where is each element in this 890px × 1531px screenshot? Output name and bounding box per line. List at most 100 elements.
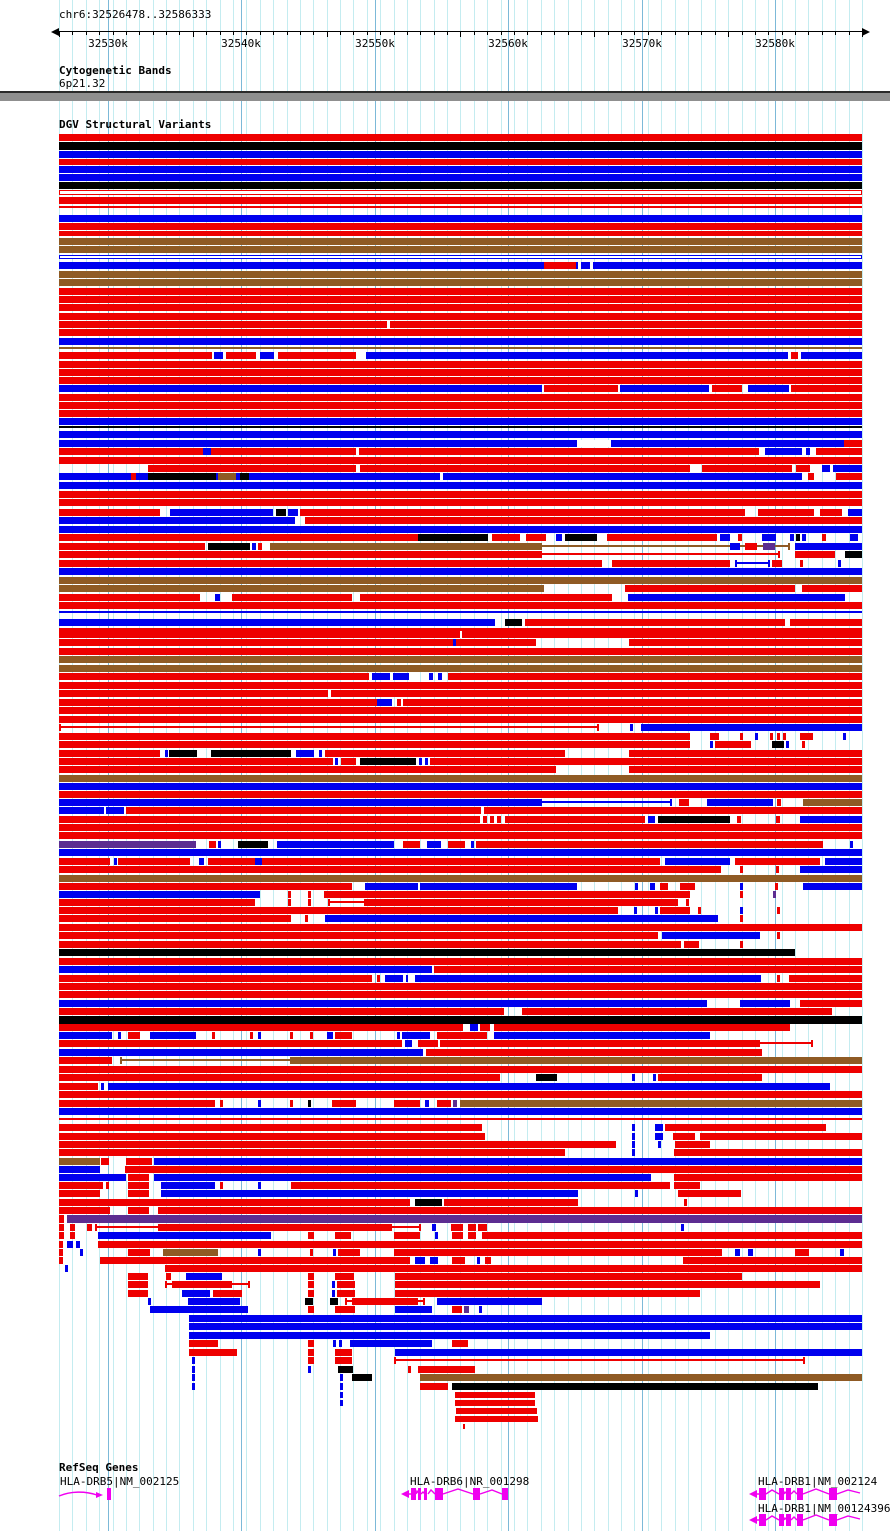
variant-bar[interactable]	[335, 1349, 352, 1356]
variant-bar[interactable]	[59, 1000, 707, 1007]
variant-bar[interactable]	[59, 262, 862, 269]
variant-bar[interactable]	[189, 1323, 862, 1330]
variant-bar[interactable]	[556, 534, 562, 541]
variant-bar[interactable]	[59, 1032, 112, 1039]
variant-bar[interactable]	[59, 1091, 862, 1098]
variant-bar[interactable]	[848, 509, 862, 516]
variant-bar[interactable]	[365, 883, 418, 890]
variant-bar[interactable]	[680, 883, 695, 890]
variant-bar[interactable]	[59, 991, 862, 998]
variant-bar[interactable]	[397, 699, 401, 706]
variant-bar[interactable]	[158, 1207, 862, 1214]
variant-bar[interactable]	[395, 1281, 820, 1288]
variant-bar[interactable]	[796, 534, 800, 541]
variant-bar[interactable]	[660, 883, 668, 890]
variant-bar[interactable]	[840, 1249, 844, 1256]
variant-bar[interactable]	[476, 841, 823, 848]
variant-bar[interactable]	[366, 352, 788, 359]
exon-block[interactable]	[829, 1514, 837, 1526]
variant-bar[interactable]	[735, 858, 820, 865]
variant-bar[interactable]	[59, 509, 160, 516]
variant-bar[interactable]	[494, 1032, 710, 1039]
exon-block[interactable]	[473, 1488, 480, 1500]
variant-bar[interactable]	[325, 915, 718, 922]
variant-bar-outline[interactable]	[59, 190, 862, 195]
variant-bar[interactable]	[772, 560, 782, 567]
variant-bar[interactable]	[808, 473, 814, 480]
exon-block[interactable]	[797, 1488, 803, 1500]
variant-bar[interactable]	[448, 673, 862, 680]
variant-bar[interactable]	[76, 1241, 80, 1248]
variant-bar[interactable]	[192, 1357, 195, 1364]
variant-bar[interactable]	[101, 1158, 109, 1165]
variant-bar[interactable]	[59, 766, 556, 773]
variant-bar[interactable]	[308, 1100, 311, 1107]
variant-bar[interactable]	[765, 448, 802, 455]
variant-bar[interactable]	[128, 1190, 149, 1197]
variant-bar[interactable]	[59, 352, 212, 359]
variant-bar[interactable]	[820, 509, 842, 516]
variant-bar[interactable]	[420, 1383, 448, 1390]
variant-span-line[interactable]	[758, 1042, 813, 1044]
variant-bar[interactable]	[59, 1008, 504, 1015]
variant-bar[interactable]	[803, 883, 862, 890]
variant-bar[interactable]	[544, 385, 618, 392]
variant-bar[interactable]	[425, 1100, 429, 1107]
variant-bar[interactable]	[635, 883, 638, 890]
variant-bar[interactable]	[800, 816, 862, 823]
variant-bar[interactable]	[625, 585, 795, 592]
variant-bar[interactable]	[59, 288, 862, 295]
variant-bar[interactable]	[525, 619, 785, 626]
variant-bar[interactable]	[59, 377, 862, 384]
variant-bar[interactable]	[703, 448, 743, 455]
variant-bar[interactable]	[408, 1366, 411, 1373]
variant-bar[interactable]	[278, 352, 356, 359]
exon-block[interactable]	[759, 1514, 766, 1526]
variant-bar[interactable]	[59, 431, 862, 438]
variant-bar[interactable]	[678, 1190, 741, 1197]
variant-bar[interactable]	[59, 791, 862, 798]
variant-bar[interactable]	[59, 585, 544, 592]
variant-bar[interactable]	[394, 1232, 420, 1239]
variant-bar[interactable]	[232, 594, 352, 601]
variant-bar[interactable]	[536, 1074, 557, 1081]
variant-span-line[interactable]	[390, 1226, 421, 1228]
variant-bar[interactable]	[308, 899, 311, 906]
variant-bar[interactable]	[658, 1074, 762, 1081]
variant-bar[interactable]	[59, 304, 862, 311]
variant-bar[interactable]	[795, 543, 862, 550]
variant-bar[interactable]	[59, 197, 862, 204]
variant-bar[interactable]	[397, 1032, 400, 1039]
variant-span-line[interactable]	[540, 801, 672, 803]
variant-bar[interactable]	[620, 385, 709, 392]
variant-bar[interactable]	[154, 1158, 862, 1165]
variant-bar[interactable]	[59, 1066, 862, 1073]
variant-bar[interactable]	[59, 656, 862, 663]
cytoband-bar[interactable]	[0, 91, 890, 101]
variant-bar[interactable]	[838, 560, 841, 567]
variant-bar[interactable]	[189, 1332, 710, 1339]
variant-bar[interactable]	[612, 560, 730, 567]
variant-bar[interactable]	[211, 750, 291, 757]
variant-bar[interactable]	[128, 1249, 150, 1256]
variant-bar[interactable]	[161, 1182, 215, 1189]
variant-bar[interactable]	[59, 1158, 100, 1165]
variant-bar[interactable]	[59, 402, 862, 409]
variant-bar[interactable]	[650, 883, 655, 890]
variant-bar[interactable]	[70, 1224, 75, 1231]
variant-bar[interactable]	[59, 924, 862, 931]
variant-bar[interactable]	[395, 1273, 742, 1280]
variant-bar[interactable]	[170, 509, 273, 516]
variant-bar[interactable]	[160, 1224, 390, 1231]
variant-bar[interactable]	[394, 1249, 722, 1256]
variant-bar[interactable]	[740, 907, 743, 914]
variant-bar[interactable]	[220, 1182, 223, 1189]
variant-bar[interactable]	[565, 534, 597, 541]
variant-bar[interactable]	[360, 594, 612, 601]
variant-bar[interactable]	[658, 1141, 661, 1148]
variant-bar[interactable]	[189, 1349, 237, 1356]
variant-span-line[interactable]	[328, 901, 366, 903]
gene-label[interactable]: HLA-DRB6|NR_001298	[410, 1475, 530, 1488]
variant-bar[interactable]	[845, 551, 862, 558]
variant-bar[interactable]	[435, 1232, 438, 1239]
